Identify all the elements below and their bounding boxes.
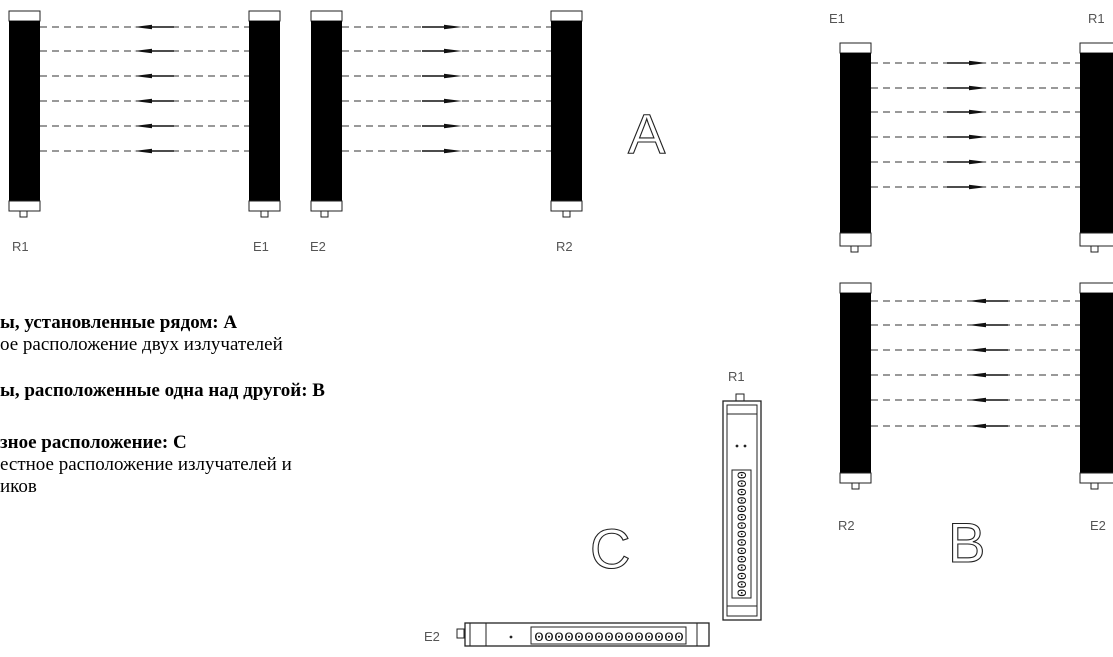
b-receiver-r1 bbox=[1079, 42, 1113, 253]
b-e1-label: E1 bbox=[829, 11, 845, 26]
heading-c: зное расположение: C bbox=[0, 432, 187, 453]
beam-arrow bbox=[444, 73, 462, 79]
a-letter: A bbox=[628, 102, 666, 165]
a-emitter-e1 bbox=[248, 10, 281, 218]
description-a: ое расположение двух излучателей bbox=[0, 334, 283, 355]
beam-arrow bbox=[134, 148, 152, 154]
beam-arrow bbox=[968, 347, 986, 353]
beam-arrow bbox=[444, 123, 462, 129]
a-e2-label: E2 bbox=[310, 239, 326, 254]
beam-arrow bbox=[969, 109, 987, 115]
c-e2-label: E2 bbox=[424, 629, 440, 644]
a-r2-label: R2 bbox=[556, 239, 573, 254]
beam-arrow bbox=[134, 73, 152, 79]
beam-arrow bbox=[969, 85, 987, 91]
configuration-c: C 000000000000000 R1 000000000000000 E2 bbox=[424, 369, 762, 647]
beam-arrow bbox=[968, 322, 986, 328]
a-receiver-r2 bbox=[550, 10, 583, 218]
beam-arrow bbox=[968, 372, 986, 378]
b-r2-label: R2 bbox=[838, 518, 855, 533]
configuration-a: R1 E1 E2 R2 A bbox=[8, 10, 667, 254]
c-letter: C bbox=[590, 517, 630, 580]
heading-b: ы, расположенные одна над другой: B bbox=[0, 380, 325, 401]
b-receiver-r2 bbox=[839, 282, 872, 490]
c-horizontal-strip: 000000000000000 bbox=[534, 630, 684, 645]
b-r1-label: R1 bbox=[1088, 11, 1105, 26]
beam-arrow bbox=[968, 423, 986, 429]
a-e1-label: E1 bbox=[253, 239, 269, 254]
beam-arrow bbox=[134, 123, 152, 129]
beam-arrow bbox=[134, 24, 152, 30]
beam-arrow bbox=[968, 397, 986, 403]
beam-arrow bbox=[134, 98, 152, 104]
beam-arrow bbox=[444, 48, 462, 54]
b-e2-label: E2 bbox=[1090, 518, 1106, 533]
b-letter: B bbox=[948, 511, 985, 574]
a-r1-label: R1 bbox=[12, 239, 29, 254]
beam-arrow bbox=[968, 298, 986, 304]
beam-arrow bbox=[444, 148, 462, 154]
a-left-beams bbox=[40, 24, 249, 154]
beam-arrow bbox=[969, 60, 987, 66]
b-bottom-beams bbox=[871, 298, 1080, 429]
b-emitter-e1 bbox=[839, 42, 872, 253]
beam-arrow bbox=[969, 159, 987, 165]
b-top-beams bbox=[871, 60, 1080, 190]
beam-arrow bbox=[969, 134, 987, 140]
description-c-1: естное расположение излучателей и bbox=[0, 454, 292, 475]
beam-arrow bbox=[444, 98, 462, 104]
description-c-2: иков bbox=[0, 476, 37, 497]
c-receiver-r1: 000000000000000 bbox=[722, 393, 762, 621]
description-text: ы, установленные рядом: A ое расположени… bbox=[0, 312, 325, 498]
c-r1-label: R1 bbox=[728, 369, 745, 384]
a-right-beams bbox=[342, 24, 551, 154]
beam-arrow bbox=[134, 48, 152, 54]
c-emitter-e2: 000000000000000 bbox=[456, 622, 710, 647]
a-receiver-r1 bbox=[8, 10, 41, 218]
beam-arrow bbox=[969, 184, 987, 190]
beam-arrow bbox=[444, 24, 462, 30]
heading-a: ы, установленные рядом: A bbox=[0, 312, 238, 333]
b-emitter-e2 bbox=[1079, 282, 1113, 490]
c-vertical-strip: 000000000000000 bbox=[735, 471, 750, 597]
a-emitter-e2 bbox=[310, 10, 343, 218]
configuration-b: E1 R1 R2 E2 B bbox=[829, 11, 1113, 575]
